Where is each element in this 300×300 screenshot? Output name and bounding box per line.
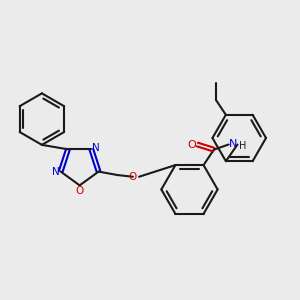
- Text: N: N: [52, 167, 60, 177]
- Text: N: N: [92, 143, 100, 153]
- Text: N: N: [229, 139, 237, 149]
- Text: O: O: [187, 140, 196, 149]
- Text: O: O: [129, 172, 137, 182]
- Text: O: O: [76, 185, 84, 196]
- Text: H: H: [238, 141, 246, 151]
